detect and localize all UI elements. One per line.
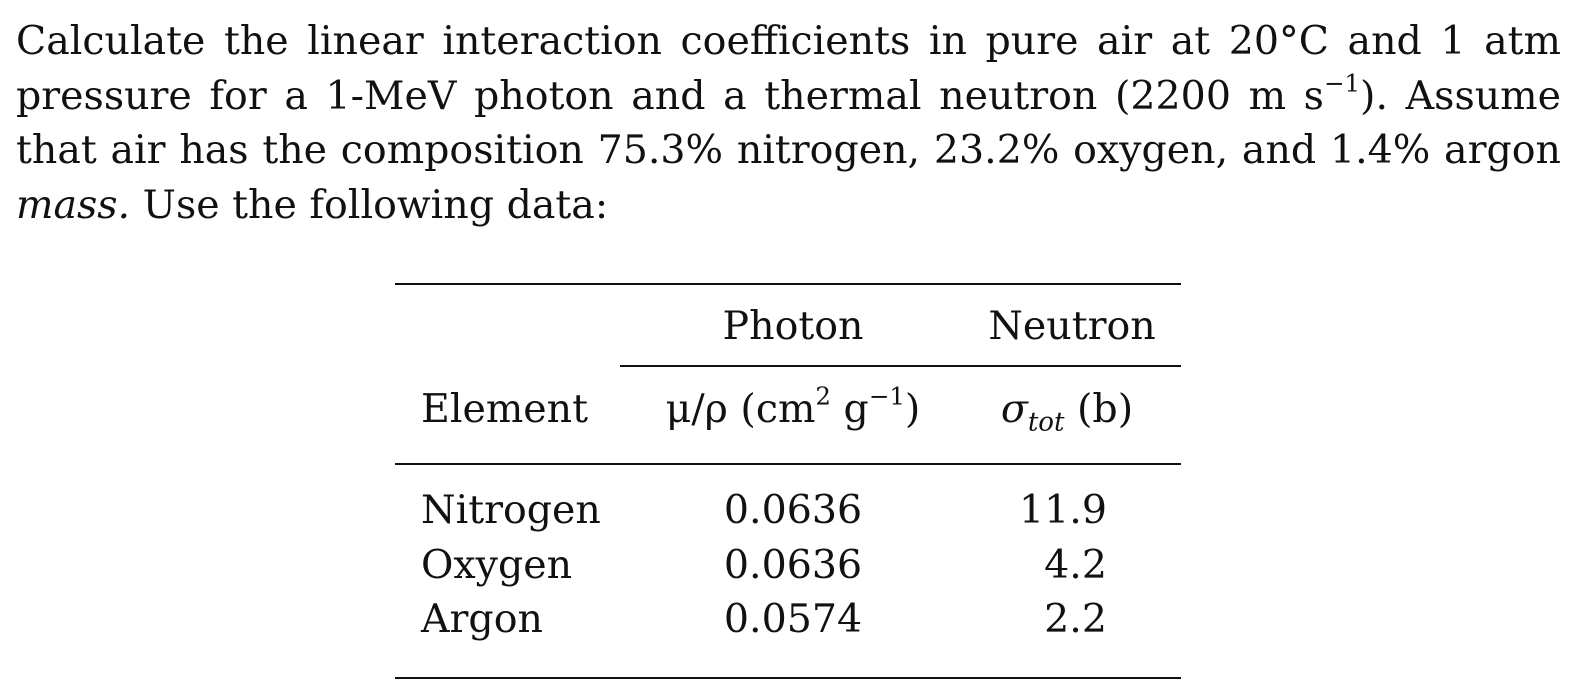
column-header-element: Element (421, 386, 588, 432)
table-bottom-rule (395, 677, 1181, 679)
row-neutron-argon: 2.2 (1044, 596, 1107, 642)
column-header-neutron: σtot (b) (1000, 386, 1134, 435)
problem-line-2-text: pressure for a 1-MeV photon and a therma… (16, 72, 1324, 119)
row-neutron-oxygen: 4.2 (1044, 542, 1107, 588)
header-photon: Photon (722, 303, 864, 349)
row-photon-oxygen: 0.0636 (723, 542, 863, 588)
problem-line-2-tail: ). Assume (1360, 72, 1561, 119)
header-neutron: Neutron (988, 303, 1156, 349)
problem-line-4-text: Use the following data: (142, 181, 609, 228)
sigma-subscript: tot (1027, 407, 1065, 438)
neutron-unit: (b) (1064, 386, 1134, 432)
photon-unit-exp2: −1 (868, 381, 905, 411)
problem-line-1: Calculate the linear interaction coeffic… (16, 18, 1561, 64)
row-neutron-nitrogen: 11.9 (1019, 487, 1107, 533)
header-bottom-rule (395, 463, 1181, 465)
table-top-rule (395, 283, 1181, 285)
emphasis-mass: mass. (16, 181, 131, 228)
problem-line-3-text: that air has the composition 75.3% nitro… (16, 127, 1561, 173)
data-table: Photon Neutron Element μ/ρ (cm2 g−1) σto… (395, 283, 1181, 683)
row-element-oxygen: Oxygen (421, 542, 573, 588)
row-element-argon: Argon (421, 596, 543, 642)
unit-exponent: −1 (1323, 68, 1361, 97)
photon-unit-prefix: μ/ρ (cm (665, 386, 816, 432)
problem-line-2: pressure for a 1-MeV photon and a therma… (16, 69, 1561, 124)
photon-unit-exp1: 2 (815, 381, 831, 411)
photon-unit-mid: g (830, 386, 869, 432)
column-header-photon: μ/ρ (cm2 g−1) (665, 384, 921, 432)
header-group-rule (620, 365, 1181, 367)
problem-line-3: that air has the composition 75.3% nitro… (16, 123, 1561, 178)
sigma-symbol: σ (1000, 386, 1028, 432)
problem-statement: Calculate the linear interaction coeffic… (16, 14, 1561, 232)
photon-unit-close: ) (904, 386, 921, 432)
problem-line-4: mass. Use the following data: (16, 178, 1561, 233)
row-photon-argon: 0.0574 (723, 596, 863, 642)
row-photon-nitrogen: 0.0636 (723, 487, 863, 533)
row-element-nitrogen: Nitrogen (421, 487, 601, 533)
